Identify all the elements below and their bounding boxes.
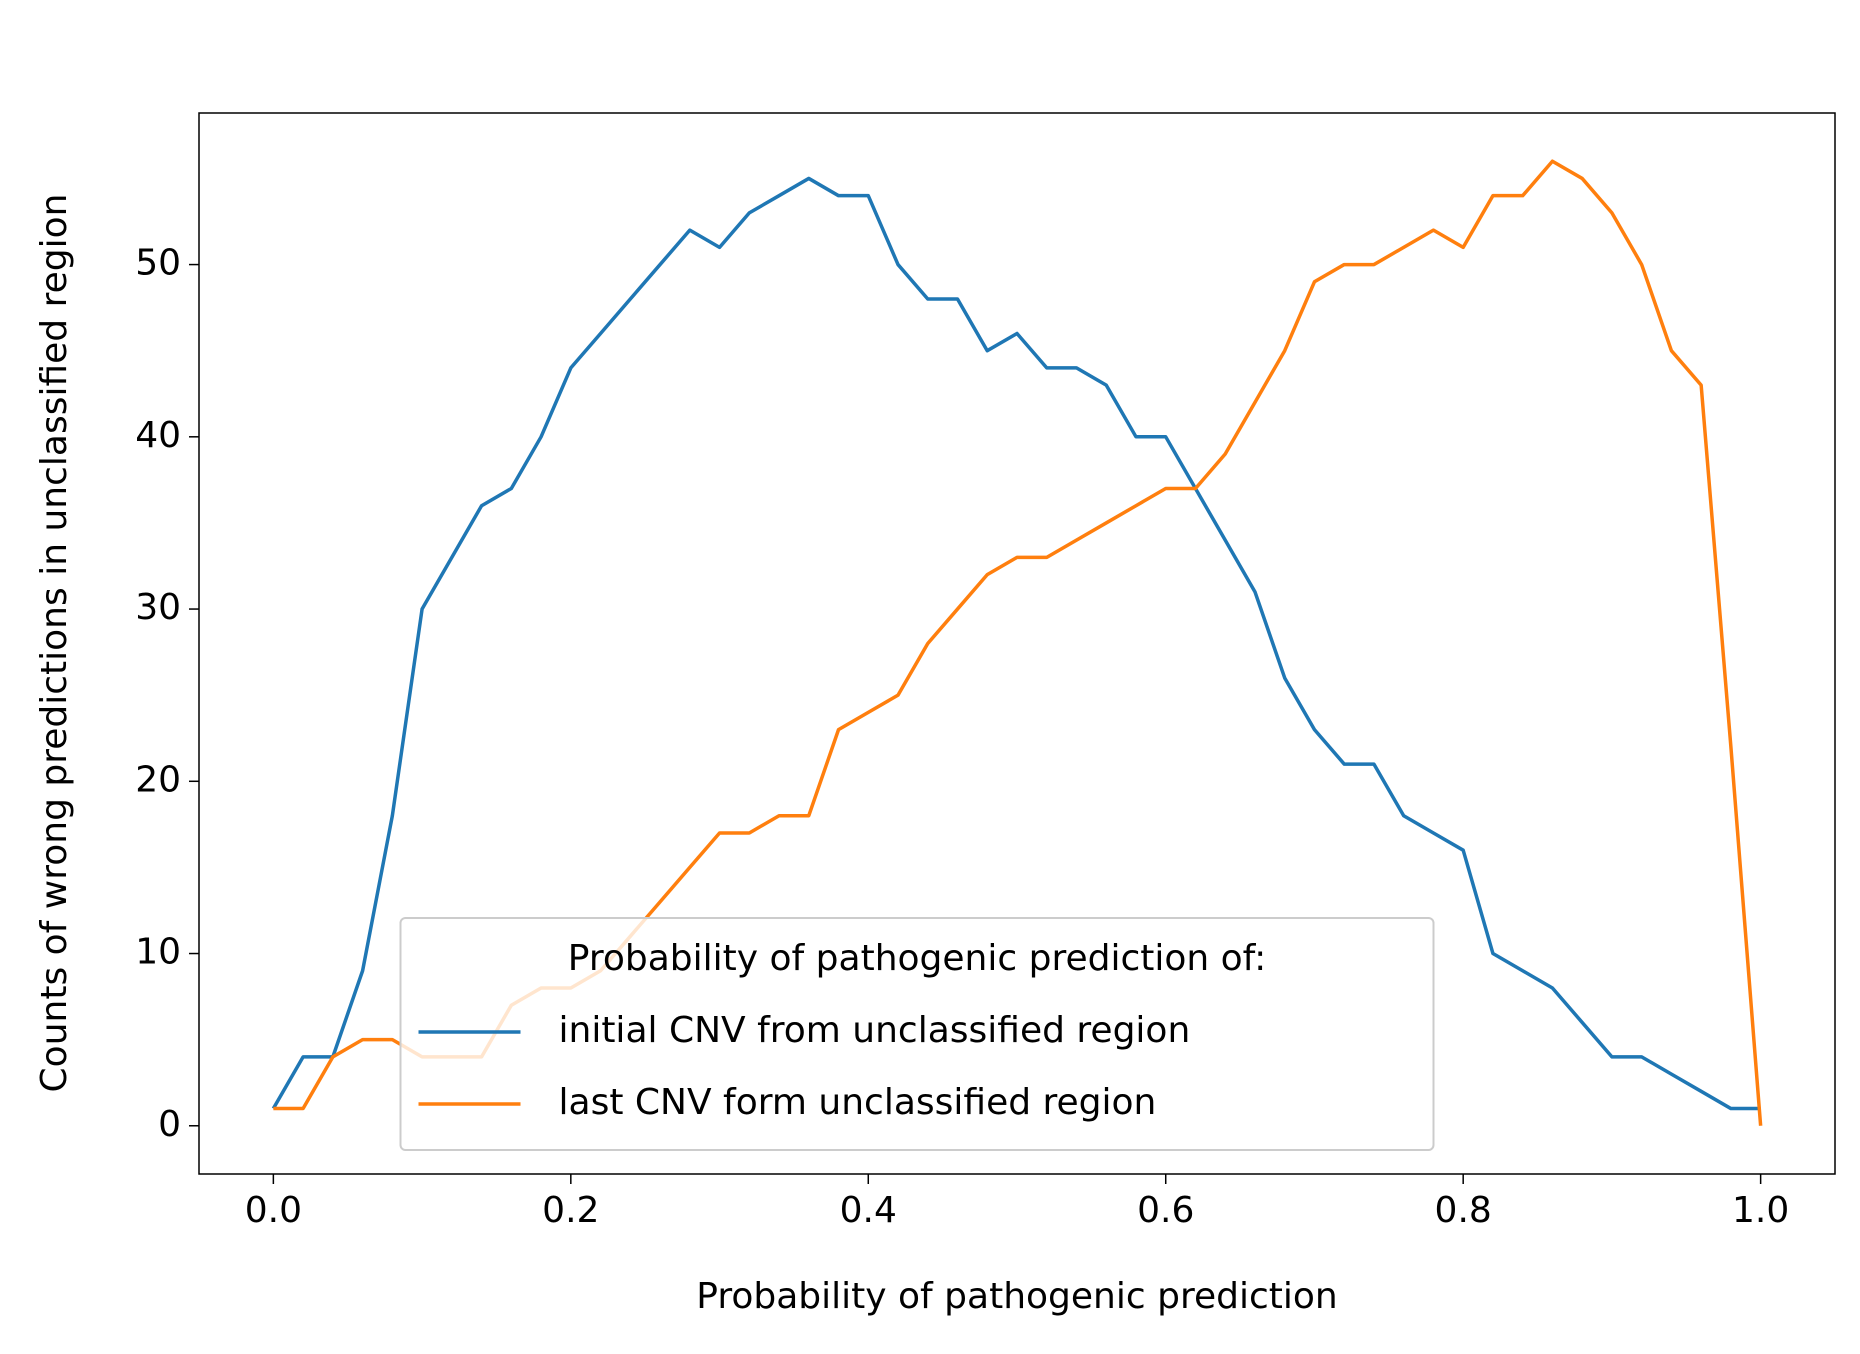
x-tick-label: 0.4 <box>840 1190 897 1231</box>
y-tick-label: 0 <box>158 1104 181 1145</box>
legend-label: initial CNV from unclassified region <box>559 1010 1191 1051</box>
x-tick-label: 0.6 <box>1137 1190 1194 1231</box>
x-tick-label: 0.2 <box>542 1190 599 1231</box>
x-tick-label: 0.8 <box>1435 1190 1492 1231</box>
legend-title: Probability of pathogenic prediction of: <box>568 938 1266 979</box>
x-tick-label: 0.0 <box>245 1190 302 1231</box>
y-tick-label: 20 <box>135 759 181 800</box>
plot-frame <box>198 112 1836 1175</box>
y-tick-label: 10 <box>135 932 181 973</box>
y-tick-label: 30 <box>135 587 181 628</box>
y-tick-label: 50 <box>135 243 181 284</box>
y-axis-label: Counts of wrong predictions in unclassif… <box>34 194 75 1093</box>
x-axis-label: Probability of pathogenic prediction <box>696 1276 1337 1317</box>
x-tick-label: 1.0 <box>1732 1190 1789 1231</box>
legend-label: last CNV form unclassified region <box>559 1082 1157 1123</box>
line <box>271 176 1761 1111</box>
legend: Probability of pathogenic prediction of:… <box>399 917 1435 1151</box>
legend-box <box>399 917 1435 1151</box>
y-tick-label: 40 <box>135 415 181 456</box>
